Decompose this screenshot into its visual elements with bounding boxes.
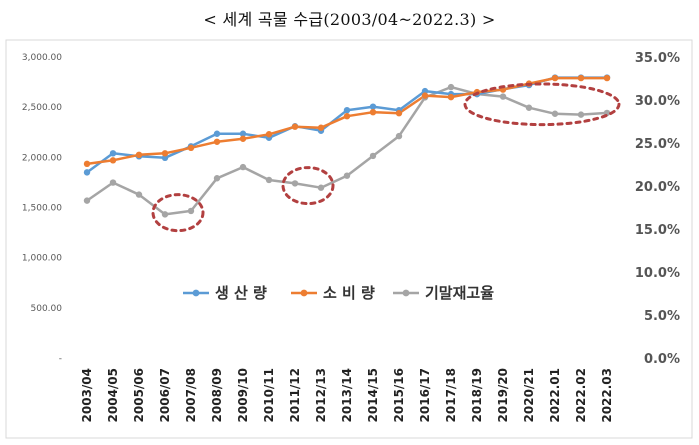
highlight-ellipse <box>463 82 621 127</box>
x-axis-tick-label: 2022.02 <box>574 368 588 423</box>
data-point-1 <box>291 123 299 130</box>
data-point-0 <box>213 130 221 137</box>
left-axis-tick-label: - <box>59 354 62 364</box>
x-axis-tick-label: 2006/07 <box>158 368 172 422</box>
data-point-2 <box>83 197 91 204</box>
x-axis-tick-label: 2012/13 <box>314 368 328 422</box>
series-lines <box>85 76 609 216</box>
left-axis-tick-label: 3,000.00 <box>22 53 62 63</box>
x-axis-tick-label: 2008/09 <box>210 368 224 422</box>
data-point-1 <box>577 74 585 82</box>
data-point-2 <box>447 83 455 91</box>
data-point-2 <box>213 175 221 182</box>
legend-swatch-marker <box>192 289 200 297</box>
data-point-0 <box>83 169 91 176</box>
data-point-2 <box>109 179 117 186</box>
x-axis-tick-label: 2013/14 <box>340 368 354 422</box>
data-point-2 <box>265 176 273 184</box>
right-axis-tick-label: 25.0% <box>635 137 680 152</box>
data-point-0 <box>421 87 429 95</box>
data-point-2 <box>551 110 559 117</box>
left-axis-tick-label: 1,500.00 <box>22 204 62 214</box>
data-point-2 <box>291 180 299 187</box>
data-point-1 <box>551 74 559 82</box>
x-axis-tick-label: 2010/11 <box>262 368 276 422</box>
left-axis-tick-label: 1,000.00 <box>22 254 62 264</box>
x-axis-tick-label: 2004/05 <box>106 368 120 422</box>
x-axis-tick-label: 2015/16 <box>392 368 406 422</box>
data-point-1 <box>421 92 429 99</box>
data-point-2 <box>395 132 403 140</box>
data-point-2 <box>525 104 533 111</box>
highlight-ellipse <box>151 193 205 233</box>
data-point-1 <box>603 74 611 82</box>
data-point-2 <box>161 211 169 218</box>
data-point-2 <box>187 207 195 215</box>
data-point-2 <box>369 152 377 160</box>
data-point-1 <box>369 108 377 116</box>
legend-label: 소 비 량 <box>323 284 375 302</box>
chart-title: < 세계 곡물 수급(2003/04~2022.3) > <box>203 10 496 29</box>
legend-label: 기말재고율 <box>425 284 494 302</box>
data-point-1 <box>317 124 325 131</box>
data-point-1 <box>83 160 91 168</box>
data-point-2 <box>317 184 325 191</box>
x-axis-tick-label: 2005/06 <box>132 368 146 422</box>
left-axis-tick-label: 500.00 <box>31 304 63 314</box>
right-axis-tick-label: 35.0% <box>635 51 680 66</box>
data-point-2 <box>499 93 507 100</box>
data-point-1 <box>135 151 143 159</box>
right-axis-tick-label: 30.0% <box>635 94 680 109</box>
x-axis-tick-label: 2019/20 <box>496 368 510 422</box>
data-point-1 <box>187 144 195 152</box>
data-point-2 <box>239 163 247 171</box>
left-axis-tick-label: 2,000.00 <box>22 153 62 163</box>
right-axis-ticks: 0.0% 5.0% 10.0% 15.0% 20.0% 25.0% 30.0% 35.0% <box>635 51 680 367</box>
legend-swatch-marker <box>402 289 410 297</box>
data-point-1 <box>447 93 455 101</box>
data-point-1 <box>239 135 247 142</box>
right-axis-tick-label: 10.0% <box>635 266 680 281</box>
data-point-2 <box>577 111 585 118</box>
left-axis-ticks: - 500.00 1,000.00 1,500.00 2,000.00 2,500.00 3… <box>22 53 62 364</box>
x-axis-tick-label: 2020/21 <box>522 368 536 422</box>
data-point-1 <box>109 157 117 164</box>
x-axis-ticks: 2003/04 2004/05 2005/06 2006/07 2007/08 2008/… <box>80 368 614 423</box>
data-point-0 <box>239 130 247 137</box>
x-axis-tick-label: 2022.01 <box>548 368 562 423</box>
annotations <box>151 82 621 233</box>
x-axis-tick-label: 2014/15 <box>366 368 380 422</box>
data-point-1 <box>265 131 273 138</box>
right-axis-tick-label: 15.0% <box>635 223 680 238</box>
legend: 생 산 량 소 비 량 기말재고율 <box>183 284 494 302</box>
x-axis-tick-label: 2009/10 <box>236 368 250 422</box>
data-point-2 <box>343 172 351 179</box>
data-point-2 <box>135 191 143 198</box>
data-point-1 <box>213 138 221 145</box>
data-point-0 <box>161 154 169 162</box>
highlight-ellipse <box>281 166 335 206</box>
right-axis-tick-label: 0.0% <box>644 352 680 367</box>
data-point-1 <box>395 109 403 117</box>
x-axis-tick-label: 2011/12 <box>288 368 302 422</box>
x-axis-tick-label: 2022.03 <box>600 368 614 423</box>
data-point-1 <box>343 112 351 120</box>
x-axis-tick-label: 2017/18 <box>444 368 458 422</box>
data-point-0 <box>369 103 377 110</box>
x-axis-tick-label: 2007/08 <box>184 368 198 422</box>
legend-swatch-marker <box>300 289 308 297</box>
data-point-0 <box>343 106 351 114</box>
data-point-0 <box>109 150 117 157</box>
x-axis-tick-label: 2003/04 <box>80 368 94 422</box>
chart-frame <box>5 39 693 439</box>
data-point-1 <box>161 150 169 157</box>
legend-label: 생 산 량 <box>215 284 267 302</box>
left-axis-tick-label: 2,500.00 <box>22 103 62 113</box>
x-axis-tick-label: 2016/17 <box>418 368 432 422</box>
x-axis-tick-label: 2018/19 <box>470 368 484 422</box>
right-axis-tick-label: 20.0% <box>635 180 680 195</box>
right-axis-tick-label: 5.0% <box>644 309 680 324</box>
series-points <box>83 74 611 218</box>
